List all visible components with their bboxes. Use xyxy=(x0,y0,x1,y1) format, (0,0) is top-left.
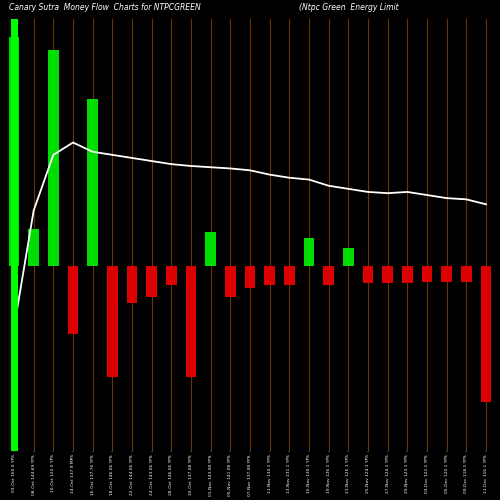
Bar xyxy=(68,266,78,334)
Bar xyxy=(304,238,314,266)
Bar xyxy=(166,266,176,284)
Bar xyxy=(284,266,294,284)
Bar xyxy=(126,266,138,303)
Bar xyxy=(422,266,432,281)
Bar xyxy=(244,266,256,287)
Text: (Ntpc Green  Energy Limit: (Ntpc Green Energy Limit xyxy=(299,4,399,13)
Bar xyxy=(225,266,235,297)
Bar xyxy=(48,50,58,266)
Bar xyxy=(264,266,275,284)
Bar xyxy=(324,266,334,284)
Bar xyxy=(362,266,374,283)
Bar xyxy=(382,266,393,283)
Bar xyxy=(402,266,412,283)
Bar xyxy=(442,266,452,281)
Bar xyxy=(186,266,196,378)
Bar xyxy=(146,266,157,297)
Bar xyxy=(88,100,98,266)
Bar xyxy=(107,266,118,378)
Bar xyxy=(343,248,353,266)
Bar xyxy=(461,266,471,281)
Bar xyxy=(206,232,216,266)
Bar xyxy=(480,266,492,402)
Bar xyxy=(28,229,39,266)
Text: Canary Sutra  Money Flow  Charts for NTPCGREEN: Canary Sutra Money Flow Charts for NTPCG… xyxy=(9,4,201,13)
Bar xyxy=(8,38,20,266)
